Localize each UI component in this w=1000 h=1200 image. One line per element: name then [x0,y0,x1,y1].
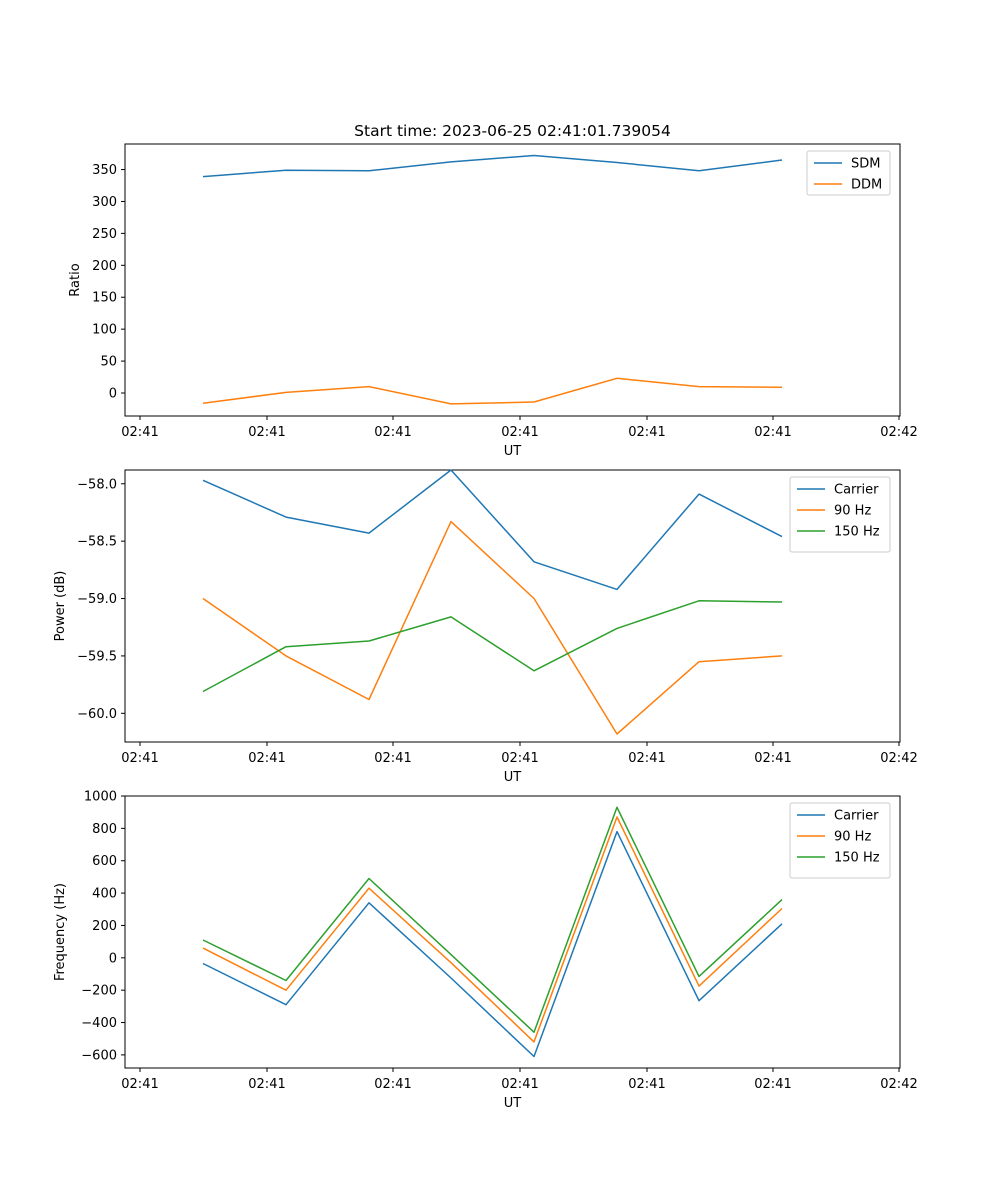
x-axis-label: UT [504,1096,522,1111]
x-tick-label: 02:42 [880,751,917,766]
x-tick-label: 02:41 [501,751,538,766]
y-tick-label: 100 [92,323,117,338]
legend-box [789,802,891,879]
x-tick-label: 02:41 [754,751,791,766]
legend: Carrier 90 Hz 150 Hz [789,802,891,879]
y-axis-label: Power (dB) [53,571,68,642]
x-tick-label: 02:41 [754,425,791,440]
y-tick-label: 400 [92,887,117,902]
legend-label: 90 Hz [834,830,871,845]
y-tick-label: 800 [92,822,117,837]
x-tick-label: 02:41 [248,425,285,440]
series-line-carrier [202,469,783,591]
legend: SDM DDM [806,150,891,196]
x-tick-label: 02:41 [501,1077,538,1092]
x-tick-label: 02:42 [880,425,917,440]
y-tick-label: 300 [92,195,117,210]
x-tick-label: 02:41 [628,751,665,766]
y-tick-label: 200 [92,919,117,934]
y-tick-label: −58.5 [77,535,117,550]
series-line-90-hz [202,816,783,1043]
y-tick-label: −58.0 [77,477,117,492]
axes-frame [124,143,901,417]
axes-frame [124,795,901,1069]
legend: Carrier 90 Hz 150 Hz [789,476,891,553]
y-axis-label: Frequency (Hz) [53,883,68,981]
legend-label: DDM [851,178,882,193]
x-tick-label: 02:41 [121,1077,158,1092]
axes-frame [124,469,901,743]
y-tick-label: −400 [81,1016,117,1031]
x-tick-label: 02:41 [248,751,285,766]
y-tick-label: −59.0 [77,592,117,607]
y-tick-label: 150 [92,291,117,306]
y-axis-label: Ratio [68,263,83,296]
x-tick-label: 02:41 [754,1077,791,1092]
figure-title: Start time: 2023-06-25 02:41:01.739054 [354,122,671,140]
y-tick-label: 1000 [84,790,117,805]
series-line-sdm [202,154,783,178]
y-tick-label: 350 [92,163,117,178]
panel-3: 02:41 02:41 02:41 02:41 02:41 02:41 02:42 −600 −… [53,790,918,1112]
series-line-carrier [202,830,783,1058]
x-tick-label: 02:41 [374,751,411,766]
legend-box [789,476,891,553]
x-tick-label: 02:42 [880,1077,917,1092]
panel-2: 02:41 02:41 02:41 02:41 02:41 02:41 02:42 −60.0… [53,469,918,785]
y-tick-label: 250 [92,227,117,242]
y-tick-label: −600 [81,1048,117,1063]
x-tick-label: 02:41 [121,425,158,440]
y-tick-label: 0 [109,951,117,966]
x-tick-label: 02:41 [628,425,665,440]
y-tick-label: 50 [100,355,117,370]
legend-label: Carrier [834,483,879,498]
y-tick-label: 0 [109,387,117,402]
x-tick-label: 02:41 [374,1077,411,1092]
legend-label: Carrier [834,809,879,824]
x-tick-label: 02:41 [374,425,411,440]
x-tick-label: 02:41 [628,1077,665,1092]
x-axis-label: UT [504,770,522,785]
x-tick-label: 02:41 [121,751,158,766]
series-line-ddm [202,377,783,405]
series-line-90-hz [202,520,783,735]
legend-label: SDM [851,157,880,172]
legend-label: 150 Hz [834,851,880,866]
panels: 02:41 02:41 02:41 02:41 02:41 02:41 02:42 0 50 10… [53,143,918,1112]
x-tick-label: 02:41 [248,1077,285,1092]
legend-label: 90 Hz [834,504,871,519]
y-tick-label: 200 [92,259,117,274]
legend-label: 150 Hz [834,525,880,540]
y-tick-label: 600 [92,854,117,869]
y-tick-label: −200 [81,984,117,999]
panel-1: 02:41 02:41 02:41 02:41 02:41 02:41 02:42 0 50 10… [68,143,918,459]
y-tick-label: −60.0 [77,707,117,722]
series-line-150-hz [202,806,783,1033]
series-line-150-hz [202,600,783,693]
x-axis-label: UT [504,444,522,459]
y-tick-label: −59.5 [77,649,117,664]
x-tick-label: 02:41 [501,425,538,440]
